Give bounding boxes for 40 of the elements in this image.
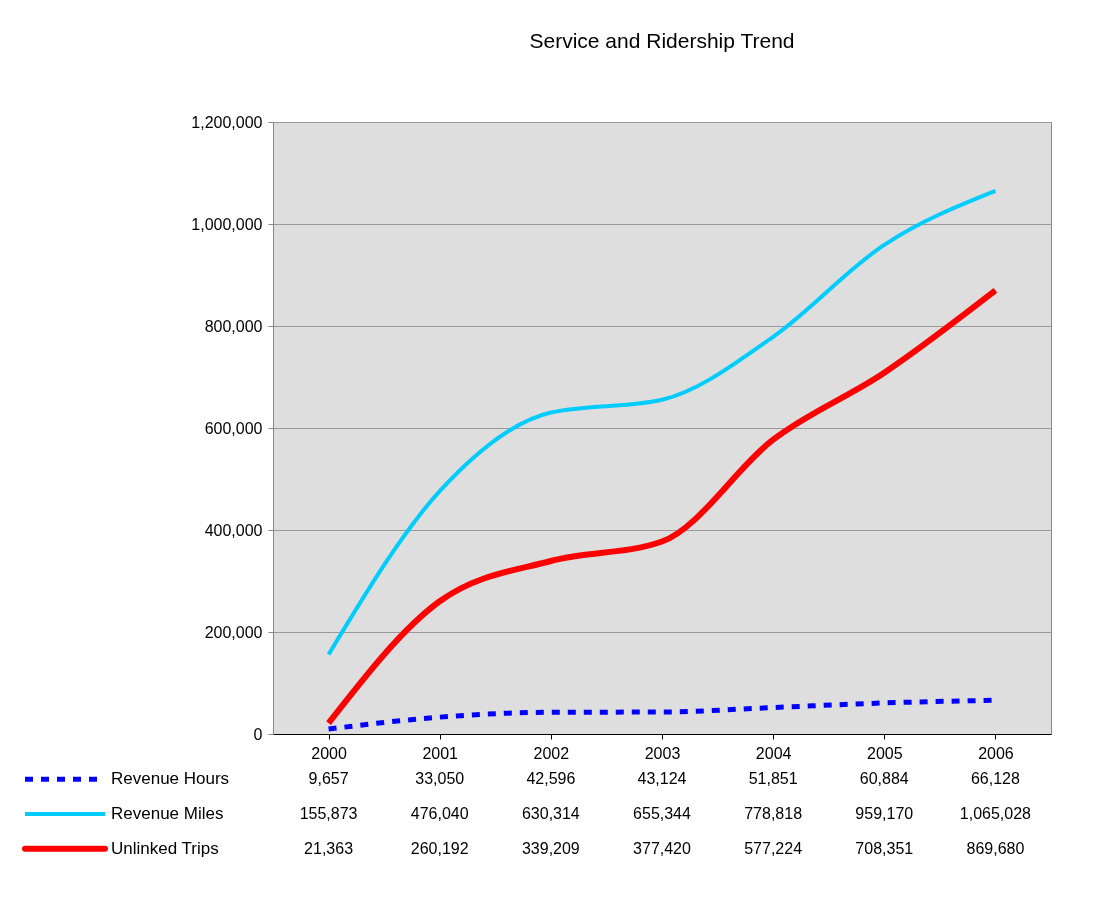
data-label: 377,420 (633, 839, 692, 857)
legend-label: Revenue Miles (111, 804, 224, 823)
data-label: 708,351 (855, 839, 914, 857)
y-tick-label: 1,200,000 (191, 113, 263, 131)
data-label: 60,884 (859, 770, 909, 788)
data-label: 66,128 (970, 770, 1020, 788)
x-tick-label: 2000 (311, 744, 347, 762)
data-label: 1,065,028 (959, 805, 1032, 822)
data-label: 630,314 (521, 805, 580, 822)
y-tick-label: 0 (253, 725, 263, 743)
data-label: 577,224 (744, 839, 803, 857)
x-tick-label: 2002 (533, 744, 570, 762)
data-label: 869,680 (966, 839, 1025, 857)
legend-label: Revenue Hours (111, 769, 230, 789)
data-label: 9,657 (308, 770, 349, 788)
data-label: 260,192 (410, 839, 469, 857)
data-label: 778,818 (744, 805, 803, 822)
x-tick-label: 2003 (644, 744, 681, 762)
data-label: 21,363 (304, 839, 354, 857)
data-label: 339,209 (521, 839, 580, 857)
data-label: 51,851 (748, 770, 798, 788)
y-tick-label: 800,000 (204, 317, 263, 335)
y-tick-label: 200,000 (204, 623, 263, 641)
chart-title: Service and Ridership Trend (529, 28, 795, 52)
data-label: 42,596 (526, 770, 576, 788)
line-series (326, 188, 998, 657)
y-tick-label: 1,000,000 (191, 215, 263, 233)
data-label: 33,050 (415, 770, 465, 788)
data-label: 155,873 (299, 805, 358, 822)
data-label: 43,124 (637, 770, 687, 788)
x-tick-label: 2004 (755, 744, 792, 762)
legend-label: Unlinked Trips (111, 838, 219, 858)
data-label: 655,344 (633, 805, 692, 822)
x-tick-label: 2006 (978, 744, 1014, 762)
x-tick-label: 2005 (866, 744, 903, 762)
x-tick-label: 2001 (422, 744, 459, 762)
data-label: 959,170 (855, 805, 914, 822)
data-label: 476,040 (410, 805, 469, 822)
y-tick-label: 400,000 (204, 521, 263, 539)
y-tick-label: 600,000 (204, 419, 263, 437)
